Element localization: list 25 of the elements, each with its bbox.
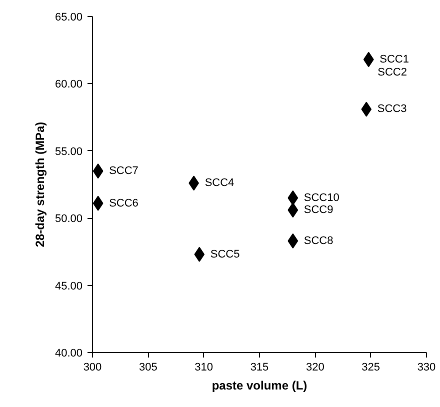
x-tick-label: 305 <box>138 362 158 374</box>
x-tick-label: 310 <box>194 362 214 374</box>
y-tick-label: 60.00 <box>54 78 83 91</box>
x-tick-label: 300 <box>83 362 102 374</box>
x-tick-label: 320 <box>306 362 324 374</box>
annotation: SCC6 <box>109 197 138 210</box>
annotation: SCC5 <box>210 248 240 260</box>
x-tick-label: 325 <box>362 362 380 374</box>
annotation: SCC4 <box>204 177 234 190</box>
annotation: SCC10 <box>304 192 340 204</box>
annotation: SCC2 <box>378 66 407 79</box>
y-tick-label: 50.00 <box>54 213 83 226</box>
x-axis-title: paste volume (L) <box>212 378 308 392</box>
y-tick-label: 45.00 <box>54 280 83 292</box>
annotation: SCC1 <box>380 54 409 66</box>
y-tick-label: 40.00 <box>54 348 83 360</box>
annotation: SCC7 <box>109 165 138 178</box>
y-tick-label: 65.00 <box>54 12 83 24</box>
x-tick-label: 315 <box>250 362 269 374</box>
annotation: SCC3 <box>377 103 407 116</box>
x-tick-label: 330 <box>417 362 436 374</box>
annotation: SCC9 <box>304 204 334 216</box>
annotation: SCC8 <box>304 234 334 247</box>
y-tick-label: 55.00 <box>54 146 83 158</box>
y-axis-title: 28-day strength (MPa) <box>32 122 47 248</box>
